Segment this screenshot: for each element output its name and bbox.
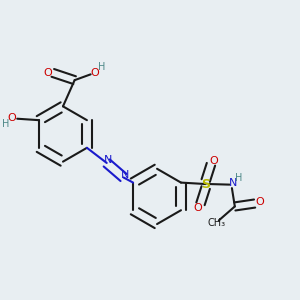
Text: O: O [90,68,99,78]
Text: H: H [98,62,105,72]
Text: N: N [121,169,129,180]
Text: N: N [104,155,112,165]
Text: S: S [201,178,210,190]
Text: O: O [209,156,218,166]
Text: H: H [235,173,242,183]
Text: O: O [8,112,16,123]
Text: O: O [193,203,202,213]
Text: N: N [229,178,237,188]
Text: CH₃: CH₃ [207,218,226,228]
Text: O: O [43,68,52,78]
Text: H: H [2,119,9,129]
Text: O: O [256,197,264,207]
